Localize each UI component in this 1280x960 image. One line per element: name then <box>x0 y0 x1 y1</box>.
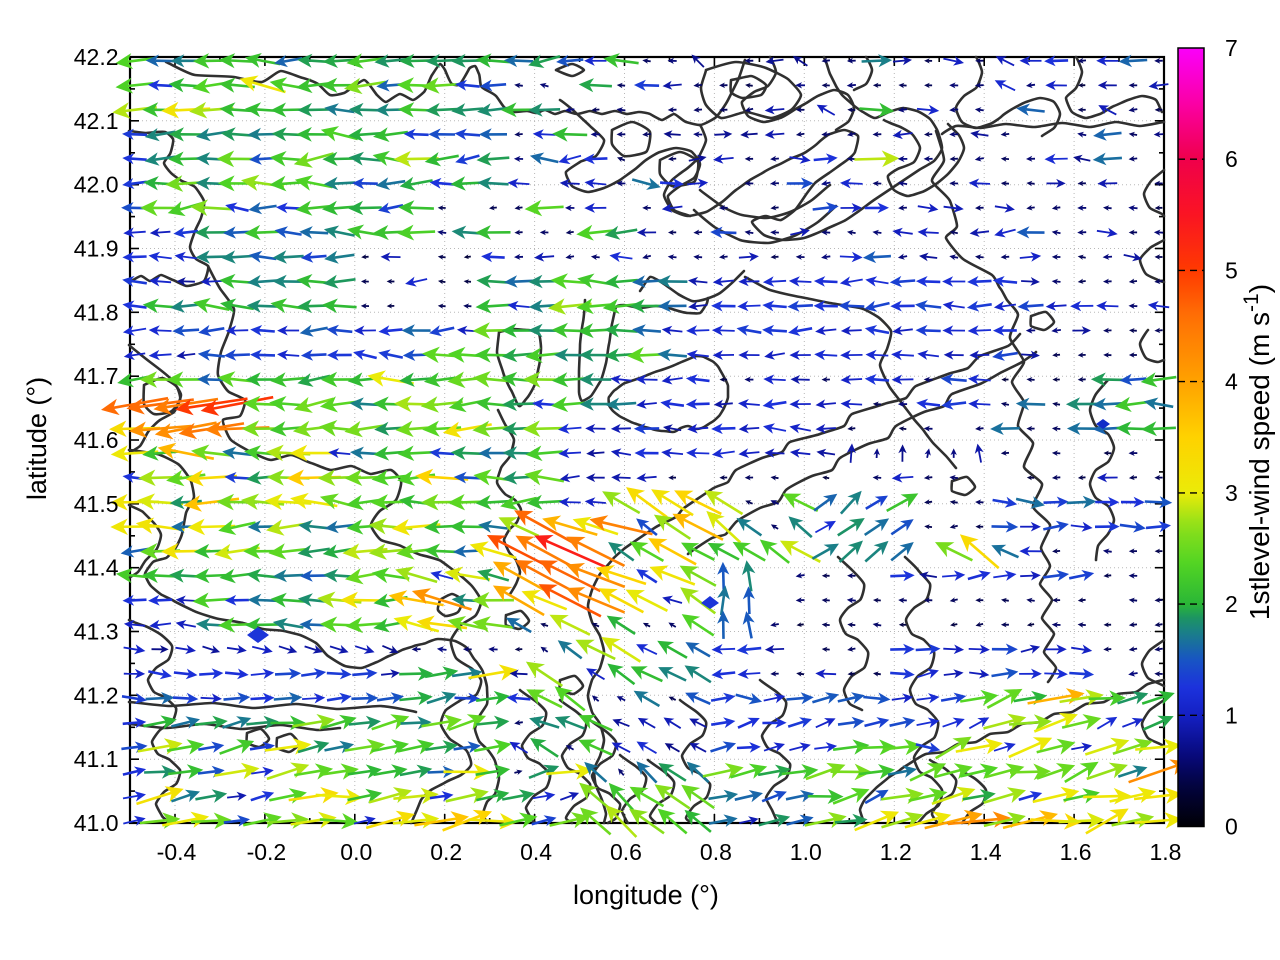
svg-text:41.8: 41.8 <box>74 299 119 325</box>
svg-text:1.2: 1.2 <box>880 839 912 865</box>
svg-text:1stlevel-wind speed (m s-1): 1stlevel-wind speed (m s-1) <box>1240 284 1276 620</box>
svg-text:latitude (°): latitude (°) <box>22 377 52 500</box>
svg-text:42.1: 42.1 <box>74 108 119 134</box>
svg-text:longitude (°): longitude (°) <box>573 880 719 910</box>
svg-text:-0.2: -0.2 <box>247 839 287 865</box>
svg-text:0.8: 0.8 <box>700 839 732 865</box>
svg-text:1.8: 1.8 <box>1150 839 1182 865</box>
svg-text:1.0: 1.0 <box>790 839 822 865</box>
svg-text:0.4: 0.4 <box>520 839 552 865</box>
svg-text:0.6: 0.6 <box>610 839 642 865</box>
svg-text:-0.4: -0.4 <box>157 839 197 865</box>
svg-text:2: 2 <box>1225 591 1238 617</box>
svg-text:41.4: 41.4 <box>74 555 119 581</box>
svg-text:1.4: 1.4 <box>970 839 1002 865</box>
svg-text:1: 1 <box>1225 702 1238 728</box>
svg-text:41.9: 41.9 <box>74 236 119 262</box>
svg-text:41.7: 41.7 <box>74 363 119 389</box>
svg-text:42.2: 42.2 <box>74 44 119 70</box>
svg-text:1.6: 1.6 <box>1060 839 1092 865</box>
svg-text:41.1: 41.1 <box>74 746 119 772</box>
svg-text:6: 6 <box>1225 146 1238 172</box>
svg-text:41.6: 41.6 <box>74 427 119 453</box>
svg-text:0.2: 0.2 <box>430 839 462 865</box>
svg-text:41.3: 41.3 <box>74 619 119 645</box>
svg-text:41.5: 41.5 <box>74 491 119 517</box>
svg-text:41.2: 41.2 <box>74 682 119 708</box>
svg-text:41.0: 41.0 <box>74 810 119 836</box>
svg-text:0: 0 <box>1225 814 1238 840</box>
svg-text:0.0: 0.0 <box>340 839 372 865</box>
svg-text:42.0: 42.0 <box>74 172 119 198</box>
svg-text:5: 5 <box>1225 257 1238 283</box>
svg-text:3: 3 <box>1225 480 1238 506</box>
svg-text:4: 4 <box>1225 369 1238 395</box>
svg-text:7: 7 <box>1225 35 1238 61</box>
